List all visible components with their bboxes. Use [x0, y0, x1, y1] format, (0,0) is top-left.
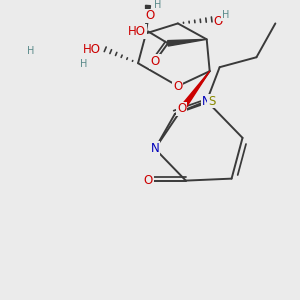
Text: O: O	[214, 15, 223, 28]
Text: HO: HO	[83, 43, 101, 56]
Text: H: H	[154, 0, 162, 10]
Text: O: O	[173, 80, 182, 93]
Text: O: O	[150, 55, 160, 68]
Polygon shape	[168, 39, 207, 46]
Text: N: N	[202, 94, 211, 107]
Text: O: O	[177, 103, 187, 116]
Polygon shape	[180, 71, 210, 111]
Text: HO: HO	[128, 25, 146, 38]
Text: H: H	[27, 46, 34, 56]
Text: N: N	[151, 142, 159, 155]
Text: O: O	[143, 174, 153, 187]
Text: O: O	[146, 10, 154, 22]
Text: H: H	[80, 59, 87, 69]
Text: H: H	[222, 11, 229, 20]
Polygon shape	[146, 5, 151, 33]
Text: S: S	[208, 94, 215, 107]
